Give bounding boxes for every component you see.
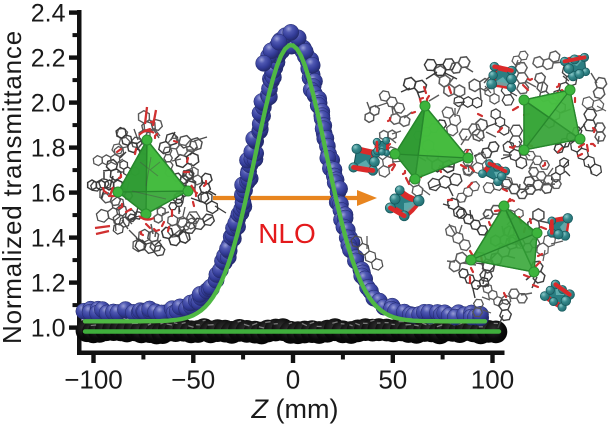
svg-text:−50: −50 — [171, 365, 215, 395]
svg-text:Normalized transmittance: Normalized transmittance — [0, 30, 27, 344]
svg-text:1.2: 1.2 — [31, 270, 66, 298]
svg-text:2.4: 2.4 — [31, 0, 66, 28]
svg-text:2.0: 2.0 — [31, 90, 66, 118]
svg-text:50: 50 — [378, 365, 407, 395]
svg-text:NLO: NLO — [258, 218, 316, 249]
svg-text:Z (mm): Z (mm) — [251, 394, 339, 424]
svg-text:−100: −100 — [64, 365, 123, 395]
svg-text:1.0: 1.0 — [31, 315, 66, 343]
svg-text:1.8: 1.8 — [31, 135, 66, 163]
svg-text:2.2: 2.2 — [31, 45, 66, 73]
svg-text:1.6: 1.6 — [31, 180, 66, 208]
svg-text:0: 0 — [286, 365, 300, 395]
svg-text:100: 100 — [471, 365, 514, 395]
svg-text:1.4: 1.4 — [31, 225, 66, 253]
